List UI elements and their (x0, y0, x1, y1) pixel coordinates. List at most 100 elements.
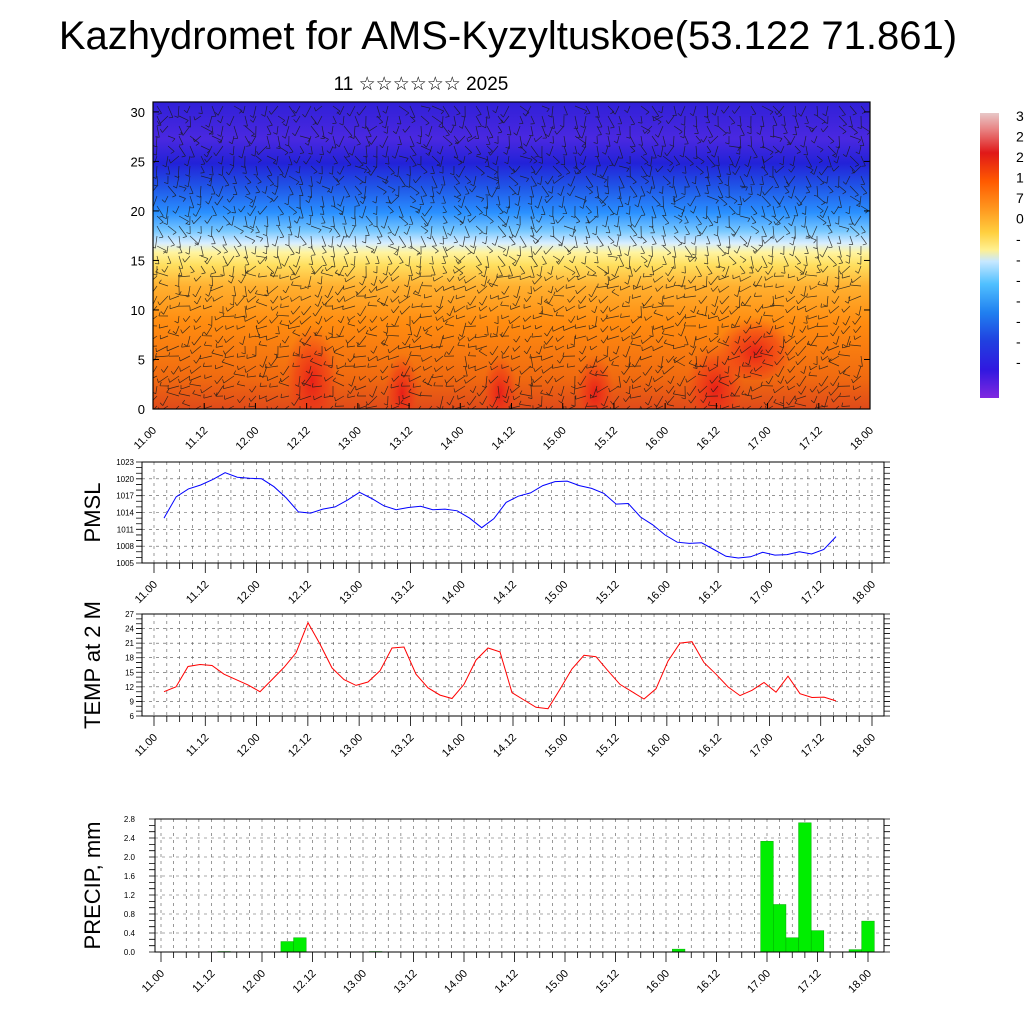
colorbar-label: - (1016, 334, 1021, 350)
colorbar-label: 1 (1016, 170, 1024, 186)
pmsl-y-tick-label: 1005 (116, 559, 134, 568)
pmsl-x-tick-label: 11.12 (184, 579, 211, 606)
temp-x-tick-label: 17.12 (799, 732, 827, 760)
colorbar-label: - (1016, 293, 1021, 309)
temp-x-tick-label: 15.12 (594, 732, 622, 760)
warm-cell (482, 347, 518, 409)
pmsl-x-tick-label: 16.12 (696, 579, 724, 607)
grid (142, 613, 884, 717)
precip-x-tick-label: 16.12 (695, 968, 723, 996)
pmsl-x-tick-label: 14.12 (491, 579, 519, 607)
colorbar-label: 0 (1016, 211, 1024, 227)
temp-y-axis-label: TEMP at 2 M (80, 601, 105, 729)
pmsl-y-tick-label: 1017 (116, 492, 134, 501)
heatmap-x-tick-label: 12.00 (234, 425, 262, 453)
heatmap-x-tick-label: 11.00 (132, 425, 159, 452)
heatmap-y-tick-label: 0 (138, 402, 145, 417)
colorbar-label: 2 (1016, 149, 1024, 165)
heatmap-field (153, 102, 870, 409)
heatmap-x-tick-label: 12.12 (285, 425, 313, 453)
temp-x-tick-label: 13.00 (337, 732, 365, 760)
colorbar-label: - (1016, 252, 1021, 268)
pmsl-x-tick-label: 13.12 (389, 579, 417, 607)
precip-bar (785, 937, 799, 953)
y-minor-ticks (136, 461, 890, 564)
colorbar-label: 7 (1016, 190, 1024, 206)
pmsl-x-tick-label: 12.12 (286, 579, 314, 607)
precip-y-tick-label: 0.4 (124, 929, 136, 938)
precip-bar (293, 937, 307, 953)
pmsl-x-tick-label: 17.12 (799, 579, 827, 607)
precip-bar (861, 920, 875, 953)
colorbar-label: 2 (1016, 129, 1024, 145)
heatmap-y-tick-label: 30 (131, 105, 145, 120)
precip-x-tick-label: 16.00 (644, 968, 672, 996)
heatmap-x-tick-label: 18.00 (848, 425, 876, 453)
heatmap-x-tick-label: 17.12 (797, 425, 825, 453)
precip-bar (798, 822, 812, 953)
precip-bar (760, 841, 774, 953)
temp-x-tick-label: 18.00 (850, 732, 878, 760)
temp-x-tick-label: 13.12 (389, 732, 417, 760)
temp-x-tick-label: 14.12 (491, 732, 519, 760)
pmsl-series-line (163, 472, 837, 559)
heatmap-x-tick-label: 11.12 (183, 425, 210, 452)
heatmap-x-tick-label: 14.12 (490, 425, 518, 453)
precip-bar (810, 930, 825, 953)
x-minor-ticks (153, 563, 873, 573)
pmsl-x-tick-label: 14.00 (440, 579, 468, 607)
heatmap-x-tick-label: 14.00 (438, 425, 466, 453)
pmsl-x-tick-label: 15.00 (542, 579, 570, 607)
precip-y-tick-label: 1.6 (124, 872, 136, 881)
precip-y-tick-label: 0.0 (124, 948, 136, 957)
temp-y-tick-label: 21 (125, 639, 134, 648)
temp-x-tick-label: 11.00 (133, 732, 160, 759)
temp-y-tick-label: 18 (125, 654, 134, 663)
heatmap-y-tick-label: 5 (138, 352, 145, 367)
precip-y-tick-label: 2.8 (124, 815, 136, 824)
colorbar-label: - (1016, 272, 1021, 288)
temp-y-tick-label: 9 (130, 697, 135, 706)
pmsl-x-tick-label: 17.00 (748, 579, 776, 607)
precip-bar (773, 904, 787, 953)
grid (142, 461, 884, 564)
temp-y-tick-label: 12 (125, 683, 134, 692)
heatmap-x-tick-label: 15.12 (592, 425, 620, 453)
pmsl-x-tick-label: 12.00 (235, 579, 263, 607)
temp-x-tick-label: 17.00 (748, 732, 776, 760)
pmsl-x-tick-label: 18.00 (850, 579, 878, 607)
colorbar (980, 113, 999, 398)
precip-y-tick-label: 1.2 (124, 891, 136, 900)
precip-x-tick-label: 14.12 (493, 968, 521, 996)
heatmap-x-tick-label: 16.12 (695, 425, 723, 453)
colorbar-label: 3 (1016, 108, 1024, 124)
precip-x-tick-label: 13.12 (392, 968, 420, 996)
precip-x-tick-label: 15.12 (594, 968, 622, 996)
page-title: Kazhydromet for AMS-Kyzyltuskoe(53.122 7… (58, 14, 958, 58)
warm-cell (384, 345, 420, 409)
pmsl-y-tick-label: 1023 (116, 458, 134, 467)
precip-x-tick-label: 15.00 (543, 968, 571, 996)
precip-x-tick-label: 11.12 (190, 968, 217, 995)
temp-x-tick-label: 15.00 (542, 732, 570, 760)
pmsl-y-tick-label: 1011 (117, 525, 135, 534)
x-minor-ticks (153, 716, 873, 726)
warm-cell (575, 347, 615, 409)
x-minor-ticks (160, 952, 869, 962)
colorbar-label: - (1016, 313, 1021, 329)
heatmap-y-tick-label: 15 (131, 253, 145, 268)
pmsl-y-tick-label: 1020 (116, 475, 134, 484)
precip-y-tick-label: 0.8 (124, 910, 136, 919)
pmsl-x-tick-label: 15.12 (594, 579, 622, 607)
y-minor-ticks (136, 613, 890, 717)
temp-x-tick-label: 14.00 (440, 732, 468, 760)
precip-x-tick-label: 12.12 (291, 968, 319, 996)
heatmap-x-tick-label: 17.00 (746, 425, 774, 453)
heatmap-x-tick-label: 15.00 (541, 425, 569, 453)
pmsl-y-tick-label: 1008 (116, 542, 134, 551)
temp-x-tick-label: 16.00 (645, 732, 673, 760)
wind-barbs (153, 105, 870, 409)
precip-x-tick-label: 11.00 (140, 968, 167, 995)
pmsl-x-tick-label: 13.00 (337, 579, 365, 607)
